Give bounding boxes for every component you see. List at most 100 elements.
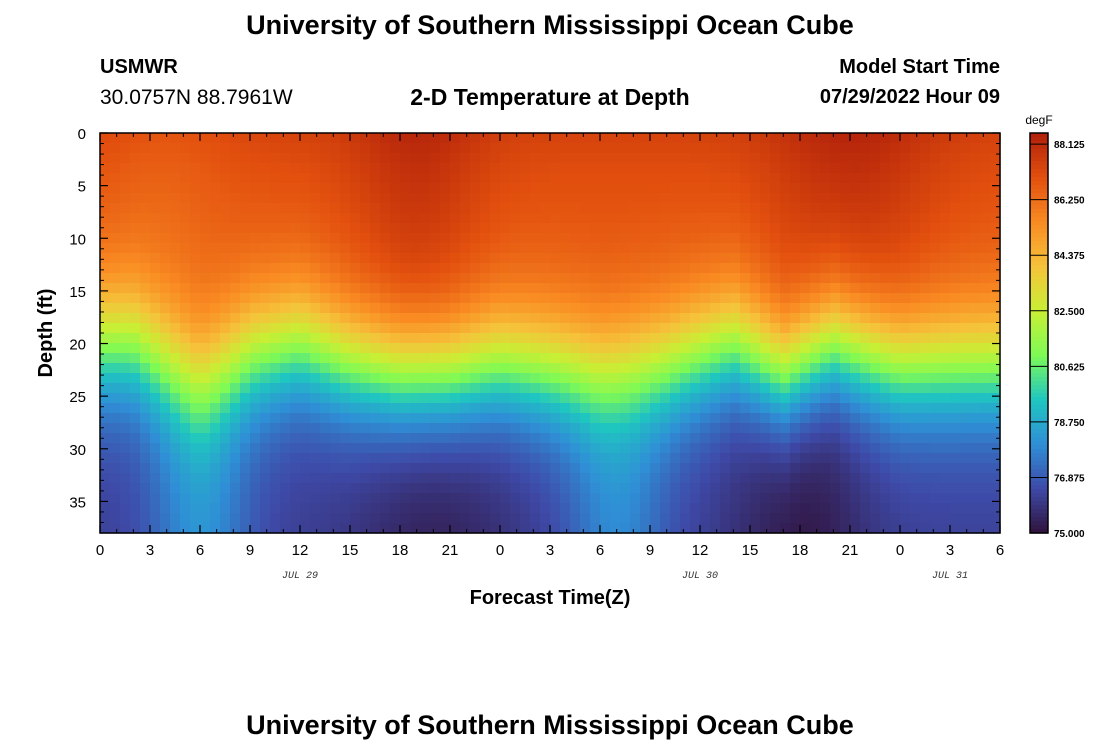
heatmap-cell — [900, 263, 911, 274]
heatmap-cell — [950, 203, 961, 214]
heatmap-cell — [890, 163, 901, 174]
heatmap-cell — [260, 513, 271, 524]
heatmap-cell — [310, 273, 321, 284]
heatmap-cell — [570, 283, 581, 294]
heatmap-cell — [320, 253, 331, 264]
heatmap-cell — [360, 173, 371, 184]
heatmap-cell — [850, 283, 861, 294]
heatmap-cell — [210, 343, 221, 354]
heatmap-cell — [880, 293, 891, 304]
heatmap-cell — [410, 503, 421, 514]
heatmap-cell — [540, 353, 551, 364]
heatmap-cell — [940, 363, 951, 374]
heatmap-cell — [380, 283, 391, 294]
heatmap-cell — [150, 303, 161, 314]
heatmap-cell — [180, 323, 191, 334]
heatmap-cell — [790, 343, 801, 354]
heatmap-cell — [380, 383, 391, 394]
heatmap-cell — [470, 413, 481, 424]
heatmap-cell — [300, 293, 311, 304]
heatmap-cell — [340, 523, 351, 534]
heatmap-cell — [500, 363, 511, 374]
heatmap-cell — [690, 363, 701, 374]
colorbar-segment — [1030, 385, 1048, 390]
heatmap-cell — [630, 423, 641, 434]
heatmap-cell — [200, 503, 211, 514]
heatmap-cell — [940, 353, 951, 364]
heatmap-cell — [680, 413, 691, 424]
heatmap-cell — [920, 303, 931, 314]
heatmap-cell — [820, 443, 831, 454]
heatmap-cell — [910, 303, 921, 314]
heatmap-cell — [690, 333, 701, 344]
heatmap-cell — [230, 173, 241, 184]
heatmap-cell — [950, 253, 961, 264]
heatmap-cell — [660, 463, 671, 474]
heatmap-cell — [130, 483, 141, 494]
heatmap-cell — [830, 483, 841, 494]
heatmap-cell — [710, 493, 721, 504]
heatmap-cell — [190, 223, 201, 234]
heatmap-cell — [140, 163, 151, 174]
heatmap-cell — [460, 333, 471, 344]
heatmap-cell — [740, 153, 751, 164]
heatmap-cell — [300, 173, 311, 184]
heatmap-cell — [670, 423, 681, 434]
heatmap-cell — [480, 133, 491, 144]
heatmap-cell — [110, 313, 121, 324]
heatmap-cell — [410, 273, 421, 284]
heatmap-cell — [220, 353, 231, 364]
heatmap-cell — [240, 443, 251, 454]
heatmap-cell — [480, 183, 491, 194]
heatmap-cell — [130, 383, 141, 394]
colorbar-segment — [1030, 501, 1048, 506]
colorbar-segment — [1030, 133, 1048, 138]
heatmap-cell — [980, 253, 991, 264]
heatmap-cell — [960, 383, 971, 394]
heatmap-cell — [550, 193, 561, 204]
heatmap-cell — [140, 313, 151, 324]
heatmap-cell — [640, 293, 651, 304]
colorbar-segment — [1030, 441, 1048, 446]
heatmap-cell — [140, 243, 151, 254]
station-name: USMWR — [100, 56, 178, 78]
heatmap-cell — [980, 273, 991, 284]
heatmap-cell — [840, 243, 851, 254]
heatmap-cell — [600, 463, 611, 474]
heatmap-cell — [710, 233, 721, 244]
heatmap-cell — [370, 403, 381, 414]
colorbar-segment — [1030, 469, 1048, 474]
heatmap-cell — [760, 473, 771, 484]
heatmap-cell — [480, 243, 491, 254]
heatmap-cell — [540, 193, 551, 204]
heatmap-cell — [780, 193, 791, 204]
heatmap-cell — [970, 143, 981, 154]
heatmap-cell — [100, 333, 111, 344]
heatmap-cell — [630, 273, 641, 284]
heatmap-cell — [380, 313, 391, 324]
heatmap-cell — [140, 183, 151, 194]
heatmap-cell — [770, 343, 781, 354]
heatmap-cell — [670, 323, 681, 334]
heatmap-cell — [740, 523, 751, 534]
heatmap-cell — [720, 293, 731, 304]
heatmap-cell — [750, 413, 761, 424]
heatmap-cell — [220, 213, 231, 224]
heatmap-cell — [340, 223, 351, 234]
heatmap-cell — [410, 313, 421, 324]
heatmap-cell — [670, 523, 681, 534]
heatmap-cell — [610, 243, 621, 254]
heatmap-cell — [970, 153, 981, 164]
heatmap-cell — [920, 343, 931, 354]
heatmap-cell — [800, 333, 811, 344]
heatmap-cell — [770, 183, 781, 194]
heatmap-cell — [800, 223, 811, 234]
heatmap-cell — [620, 413, 631, 424]
heatmap-cell — [930, 473, 941, 484]
heatmap-cell — [540, 463, 551, 474]
heatmap-cell — [890, 133, 901, 144]
heatmap-cell — [760, 443, 771, 454]
colorbar-segment — [1030, 389, 1048, 394]
heatmap-cell — [930, 403, 941, 414]
heatmap-cell — [810, 373, 821, 384]
